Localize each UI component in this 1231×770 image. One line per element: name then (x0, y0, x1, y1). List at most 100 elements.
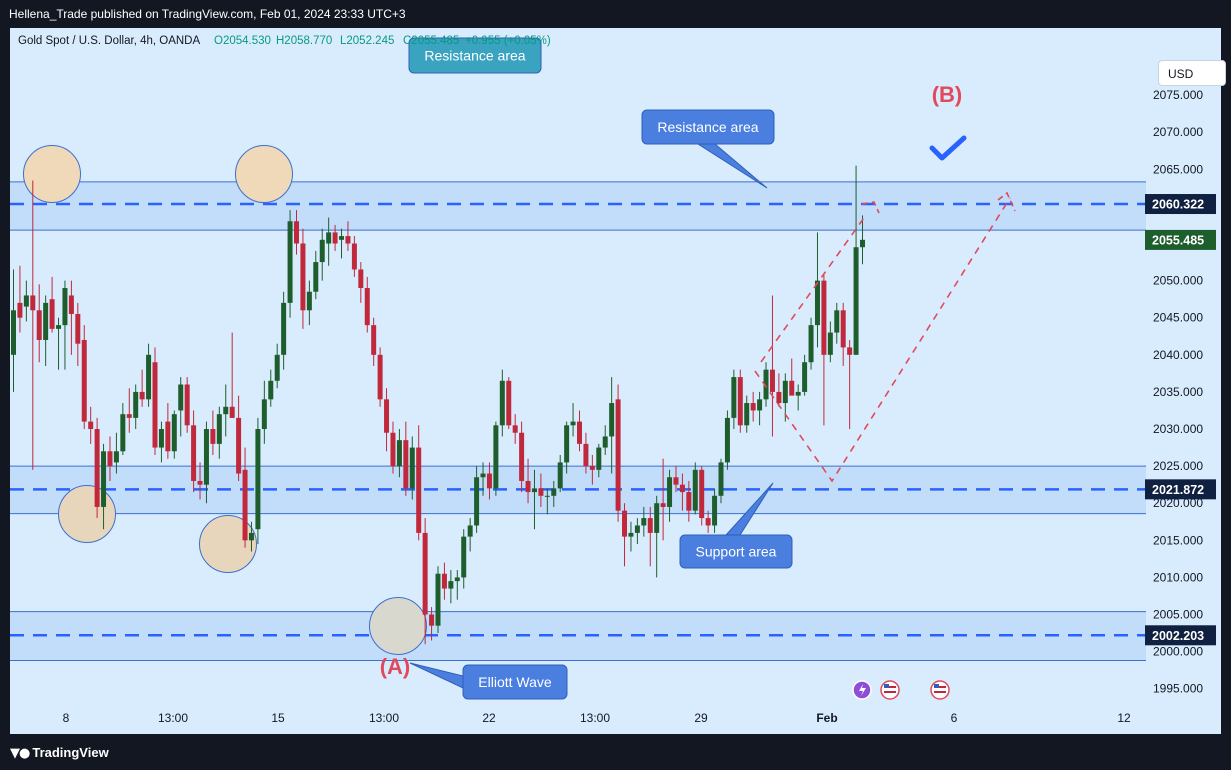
candle-up (531, 488, 537, 493)
ohlc-low: L2052.245 (340, 35, 395, 47)
candle-down (294, 221, 299, 244)
elliott-wave-callout (462, 664, 568, 700)
tradingview-logo[interactable]: ▼● TradingView (10, 745, 109, 761)
candle-down (68, 295, 74, 315)
candle-down (622, 510, 628, 537)
candle-up (467, 525, 473, 537)
candle-down (75, 314, 81, 344)
candle-up (634, 525, 640, 533)
candle-up (113, 451, 119, 463)
candle-down (210, 429, 216, 444)
y-tick-label: 2070.000 (1153, 125, 1203, 139)
price-tag-label: 2002.203 (1152, 629, 1204, 643)
candle-up (814, 280, 820, 326)
candle-up (313, 262, 319, 292)
x-tick-label: 29 (694, 711, 708, 725)
chart-area[interactable]: 2075.0002070.0002065.0002060.0002055.000… (10, 28, 1226, 734)
ohlc-close: C2055.485 (403, 35, 460, 47)
price-tag (1145, 625, 1216, 646)
candle-up (763, 369, 769, 400)
candle-down (107, 451, 113, 467)
candle-down (769, 369, 775, 392)
ohlc-high: H2058.770 (276, 35, 333, 47)
symbol-title: Gold Spot / U.S. Dollar, 4h, OANDA (18, 35, 201, 47)
publisher-text: Hellena_Trade published on TradingView.c… (9, 7, 406, 21)
candle-down (705, 518, 711, 526)
candle-down (525, 480, 531, 493)
candle-down (345, 236, 351, 244)
candle-down (422, 532, 428, 615)
candle-up (62, 288, 68, 326)
candle-up (493, 425, 499, 489)
candle-up (628, 532, 634, 537)
y-tick-label: 2045.000 (1153, 311, 1203, 325)
candle-up (56, 325, 62, 329)
zones-layer (10, 181, 1146, 662)
price-tag (1145, 479, 1216, 500)
candle-up (782, 380, 788, 404)
projection-layer (754, 191, 1016, 483)
candle-up (654, 503, 660, 533)
candle-up (609, 403, 615, 437)
candle-down (88, 421, 94, 430)
candle-down (589, 466, 595, 470)
candle-up (827, 332, 833, 355)
candle-up (692, 469, 698, 511)
candle-down (236, 417, 242, 474)
candle-down (486, 473, 492, 489)
candle-up (712, 495, 718, 526)
candle-up (641, 518, 647, 526)
time-axis: 8 13:00 15 13:00 22 13:00 29 Feb 6 12 (10, 705, 1146, 734)
x-tick-label: 13:00 (580, 711, 610, 725)
candle-down (776, 391, 782, 404)
y-tick-label: 2065.000 (1153, 162, 1203, 176)
candle-down (686, 492, 692, 511)
y-tick-label: 2015.000 (1153, 533, 1203, 547)
x-tick-label: 12 (1117, 711, 1131, 725)
zone-resistance (10, 181, 1146, 231)
candle-down (384, 399, 390, 433)
lightning-icon (859, 684, 866, 696)
candle-down (165, 421, 171, 452)
y-tick-label: 2050.000 (1153, 274, 1203, 288)
candle-down (679, 484, 685, 493)
candle-down (660, 503, 666, 507)
candle-up (319, 239, 325, 263)
candle-up (396, 440, 402, 467)
candle-up (596, 447, 602, 470)
marker-circle (369, 597, 427, 655)
candle-up (435, 573, 441, 626)
candle-up (261, 399, 267, 430)
ohlc-change: +0.955 (+0.05%) (465, 35, 551, 47)
candle-up (808, 325, 814, 363)
candle-down (840, 310, 846, 348)
candle-up (339, 236, 345, 240)
resistance-top-callout (408, 37, 542, 74)
candle-down (673, 477, 679, 485)
candle-down (242, 469, 248, 541)
x-tick-label: Feb (816, 711, 837, 725)
y-tick-label: 2025.000 (1153, 459, 1203, 473)
y-tick-label: 2040.000 (1153, 348, 1203, 362)
candle-up (744, 403, 750, 426)
candle-up (268, 380, 274, 400)
ohlc-open: O2054.530 (214, 35, 271, 47)
candle-up (570, 421, 576, 426)
chart-canvas[interactable]: 2075.0002070.0002065.0002060.0002055.000… (10, 28, 1221, 734)
candle-up (757, 399, 763, 411)
flag-stripe (934, 691, 946, 693)
candle-up (454, 577, 460, 582)
us-flag-event-icon (880, 680, 900, 700)
candle-up (499, 380, 505, 426)
candle-down (139, 391, 145, 400)
annotation-layer: Resistance area Support area Elliott Wave R… (380, 37, 967, 700)
candle-up (223, 406, 229, 415)
currency-selector[interactable]: USD (1158, 60, 1226, 86)
candle-down (647, 518, 653, 533)
candle-up (564, 425, 570, 463)
projection-path (754, 197, 1011, 483)
candle-down (737, 377, 743, 426)
elliott-wave-callout-label: Elliott Wave (478, 674, 552, 690)
resistance-callout-label: Resistance area (657, 119, 758, 135)
candle-down (847, 347, 853, 355)
